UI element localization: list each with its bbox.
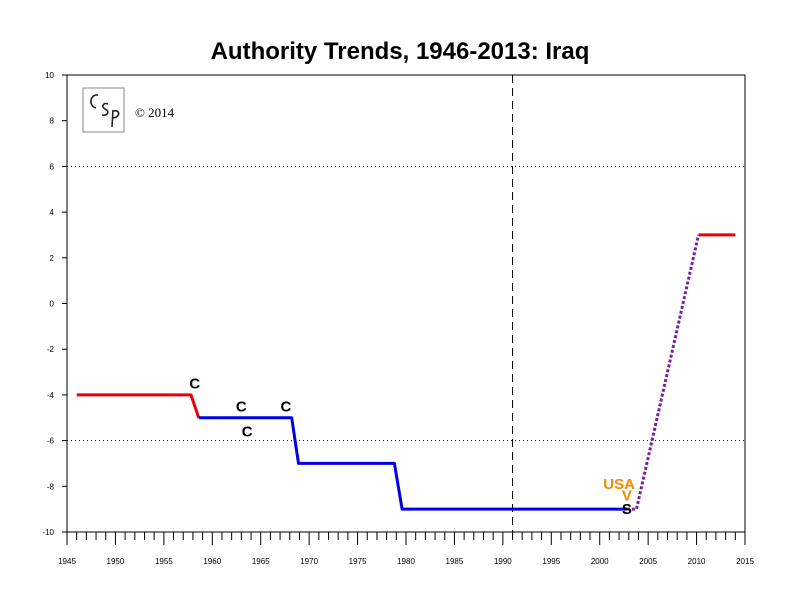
- y-tick-label: -8: [47, 482, 55, 491]
- y-axis: -10 -8 -6 -4 -2 0 2 4 6 8 10: [42, 71, 67, 537]
- annotation-label: USA: [603, 476, 635, 493]
- x-axis: 1945 1950 1955 1960 1965 1970 1975 1980 1985 1990…: [58, 532, 754, 566]
- plot-frame: [66, 74, 746, 533]
- annotation-label: C: [242, 423, 253, 440]
- csp-logo: [82, 87, 125, 133]
- series-line-0: [76, 393, 201, 419]
- reference-lines: [67, 75, 745, 532]
- logo-c-glyph: [90, 94, 99, 109]
- x-tick-label: 2005: [639, 557, 657, 566]
- x-tick-label: 1950: [107, 557, 125, 566]
- x-tick-label: 1995: [542, 557, 560, 566]
- logo-p-glyph: [111, 109, 120, 128]
- chart-title: Authority Trends, 1946-2013: Iraq: [211, 38, 590, 65]
- series-line-1: [198, 416, 627, 511]
- annotation-label: C: [280, 398, 291, 415]
- x-tick-label: 2000: [591, 557, 609, 566]
- annotation-label: V: [622, 487, 632, 504]
- x-tick-label: 1960: [203, 557, 221, 566]
- x-tick-label: 1965: [252, 557, 270, 566]
- x-tick-label: 1945: [58, 557, 76, 566]
- x-tick-label: 1985: [446, 557, 464, 566]
- x-tick-label: 2010: [688, 557, 706, 566]
- y-tick-label: -2: [47, 345, 55, 354]
- series-line-2: [626, 234, 700, 511]
- copyright-label: © 2014: [135, 105, 175, 120]
- y-tick-label: 6: [50, 162, 55, 171]
- x-tick-label: 1975: [349, 557, 367, 566]
- y-tick-label: -6: [47, 437, 55, 446]
- y-tick-label: 2: [50, 254, 55, 263]
- y-tick-label: 10: [45, 71, 54, 80]
- x-tick-label: 1980: [397, 557, 415, 566]
- x-tick-label: 1955: [155, 557, 173, 566]
- annotation-label: S: [622, 501, 632, 518]
- y-tick-label: -4: [47, 391, 55, 400]
- x-tick-label: 2015: [736, 557, 754, 566]
- x-tick-label: 1990: [494, 557, 512, 566]
- annotation-label: C: [189, 375, 200, 392]
- logo-s-glyph: [101, 102, 109, 116]
- series-layer: [76, 233, 736, 511]
- y-tick-label: 0: [50, 300, 55, 309]
- y-tick-label: -10: [42, 528, 54, 537]
- annotation-label: C: [236, 398, 247, 415]
- logo-box: [82, 87, 125, 133]
- x-tick-label: 1970: [300, 557, 318, 566]
- y-tick-label: 4: [50, 208, 55, 217]
- y-tick-label: 8: [50, 117, 55, 126]
